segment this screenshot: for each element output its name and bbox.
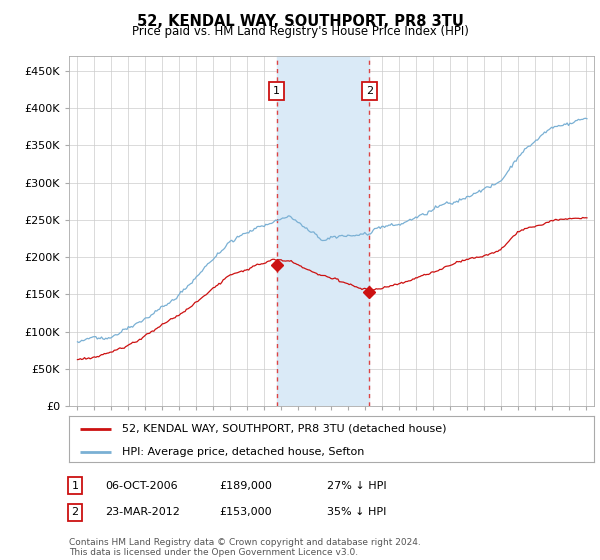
Text: 35% ↓ HPI: 35% ↓ HPI bbox=[327, 507, 386, 517]
Text: Contains HM Land Registry data © Crown copyright and database right 2024.
This d: Contains HM Land Registry data © Crown c… bbox=[69, 538, 421, 557]
Bar bbox=[277, 56, 369, 406]
Text: £189,000: £189,000 bbox=[219, 480, 272, 491]
Text: 2: 2 bbox=[366, 86, 373, 96]
Text: 2: 2 bbox=[71, 507, 79, 517]
Text: HPI: Average price, detached house, Sefton: HPI: Average price, detached house, Seft… bbox=[121, 447, 364, 457]
Text: 52, KENDAL WAY, SOUTHPORT, PR8 3TU (detached house): 52, KENDAL WAY, SOUTHPORT, PR8 3TU (deta… bbox=[121, 424, 446, 434]
Text: £153,000: £153,000 bbox=[219, 507, 272, 517]
Text: 1: 1 bbox=[71, 480, 79, 491]
Text: 27% ↓ HPI: 27% ↓ HPI bbox=[327, 480, 386, 491]
Text: Price paid vs. HM Land Registry's House Price Index (HPI): Price paid vs. HM Land Registry's House … bbox=[131, 25, 469, 38]
Text: 1: 1 bbox=[273, 86, 280, 96]
Text: 23-MAR-2012: 23-MAR-2012 bbox=[105, 507, 180, 517]
Text: 06-OCT-2006: 06-OCT-2006 bbox=[105, 480, 178, 491]
Text: 52, KENDAL WAY, SOUTHPORT, PR8 3TU: 52, KENDAL WAY, SOUTHPORT, PR8 3TU bbox=[137, 14, 463, 29]
